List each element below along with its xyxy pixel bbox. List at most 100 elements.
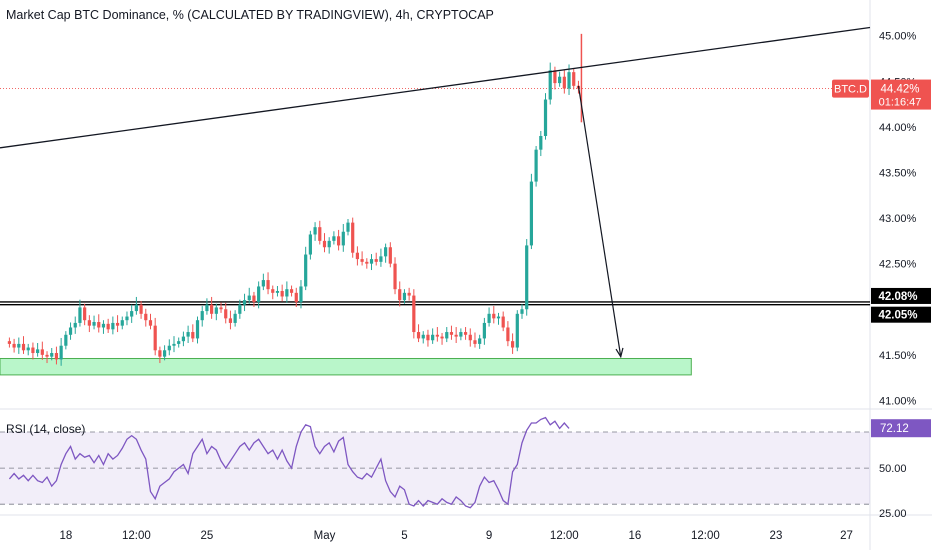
candle[interactable] — [449, 325, 454, 340]
candle[interactable] — [191, 324, 195, 343]
candle[interactable] — [515, 310, 519, 352]
candle[interactable] — [177, 337, 181, 348]
candle[interactable] — [139, 301, 143, 319]
candle[interactable] — [125, 311, 129, 326]
candle[interactable] — [407, 287, 411, 301]
candle[interactable] — [520, 304, 524, 319]
candle[interactable] — [369, 254, 374, 271]
candle[interactable] — [426, 329, 430, 347]
candle[interactable] — [31, 342, 35, 360]
candle[interactable] — [416, 324, 421, 343]
candle[interactable] — [205, 298, 209, 315]
candle[interactable] — [92, 315, 96, 330]
candle[interactable] — [45, 351, 49, 364]
candle[interactable] — [304, 246, 308, 291]
support-zone[interactable] — [0, 357, 692, 376]
candle[interactable] — [158, 346, 162, 364]
candle[interactable] — [162, 345, 167, 361]
candle[interactable] — [289, 285, 294, 297]
candle[interactable] — [506, 321, 510, 347]
candle[interactable] — [510, 333, 515, 354]
candle[interactable] — [247, 287, 251, 304]
candle[interactable] — [496, 312, 501, 325]
candle[interactable] — [525, 239, 529, 316]
candle[interactable] — [167, 339, 171, 356]
candle[interactable] — [210, 296, 214, 319]
projection-arrow[interactable] — [577, 85, 622, 357]
candle[interactable] — [87, 315, 91, 333]
candle[interactable] — [54, 346, 59, 365]
candle[interactable] — [40, 341, 44, 360]
candle[interactable] — [318, 220, 322, 245]
candle[interactable] — [120, 316, 124, 330]
candle[interactable] — [332, 231, 336, 245]
candle[interactable] — [393, 257, 397, 295]
candle[interactable] — [17, 337, 21, 354]
candle[interactable] — [21, 336, 26, 354]
candle[interactable] — [468, 328, 472, 347]
candle[interactable] — [26, 343, 30, 356]
candle[interactable] — [431, 328, 435, 344]
candle[interactable] — [388, 242, 392, 268]
candle[interactable] — [238, 299, 242, 319]
candle[interactable] — [172, 336, 176, 353]
candle[interactable] — [73, 316, 77, 334]
candle[interactable] — [50, 348, 54, 361]
candle[interactable] — [529, 173, 534, 250]
candle[interactable] — [454, 327, 458, 343]
candle[interactable] — [252, 291, 256, 307]
candle[interactable] — [59, 337, 63, 366]
candle[interactable] — [355, 246, 360, 266]
candle[interactable] — [558, 71, 562, 87]
candle[interactable] — [224, 302, 228, 324]
candle[interactable] — [195, 316, 200, 344]
candle[interactable] — [134, 296, 138, 315]
candle[interactable] — [473, 332, 477, 348]
candle[interactable] — [153, 317, 157, 356]
candle[interactable] — [266, 272, 270, 295]
candle[interactable] — [374, 252, 378, 266]
candle[interactable] — [336, 229, 341, 251]
candle[interactable] — [492, 306, 496, 324]
candle[interactable] — [214, 303, 218, 321]
candle[interactable] — [275, 285, 280, 297]
candle[interactable] — [313, 222, 317, 241]
candle[interactable] — [7, 337, 12, 348]
candle[interactable] — [487, 307, 491, 327]
candle[interactable] — [398, 281, 402, 307]
candle[interactable] — [186, 325, 190, 343]
candle[interactable] — [106, 318, 110, 333]
candle[interactable] — [341, 223, 345, 252]
candle[interactable] — [271, 285, 275, 300]
candle[interactable] — [539, 130, 543, 157]
candle[interactable] — [463, 327, 468, 340]
candle[interactable] — [68, 322, 73, 340]
candle[interactable] — [97, 314, 101, 333]
rsi-line[interactable] — [8, 416, 570, 509]
candle[interactable] — [299, 280, 303, 309]
candle[interactable] — [144, 308, 148, 327]
candle[interactable] — [148, 313, 153, 330]
candle[interactable] — [233, 310, 237, 327]
candle[interactable] — [501, 311, 505, 332]
candle[interactable] — [78, 299, 82, 327]
candle[interactable] — [360, 251, 364, 266]
candle[interactable] — [64, 331, 68, 350]
candle[interactable] — [572, 68, 576, 90]
candle[interactable] — [308, 230, 312, 260]
candle[interactable] — [548, 62, 552, 105]
candle[interactable] — [83, 303, 87, 326]
candle[interactable] — [228, 310, 233, 330]
candle[interactable] — [402, 289, 407, 304]
candle[interactable] — [562, 70, 566, 94]
candle[interactable] — [200, 306, 204, 327]
candle[interactable] — [322, 233, 327, 253]
candle[interactable] — [384, 243, 388, 263]
candle[interactable] — [327, 237, 331, 254]
candle[interactable] — [482, 317, 486, 345]
candle[interactable] — [459, 328, 463, 341]
candle[interactable] — [219, 302, 223, 313]
candle[interactable] — [553, 66, 557, 90]
candle[interactable] — [379, 248, 383, 267]
